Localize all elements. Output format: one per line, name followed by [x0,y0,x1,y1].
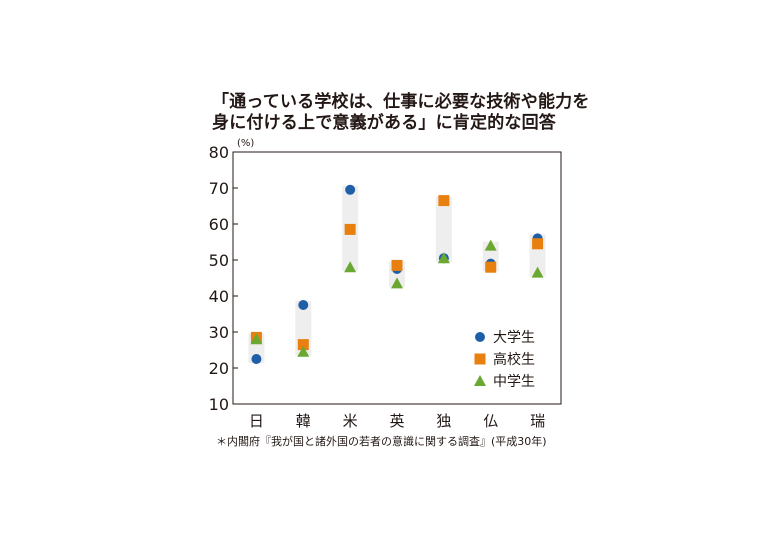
x-category-label-1: 韓 [296,412,311,430]
y-tick-label-50: 50 [209,251,229,270]
y-tick-label-30: 30 [209,323,229,342]
y-tick-label-60: 60 [209,215,229,234]
x-category-label-0: 日 [249,412,264,430]
x-category-label-4: 独 [436,412,451,430]
source-note: ＊内閣府『我が国と諸外国の若者の意識に関する調査』(平成30年) [216,435,547,448]
x-category-label-2: 米 [343,412,358,430]
plot-frame [232,151,562,405]
point-middleschool-3 [391,277,403,289]
legend-marker-middleschool [474,375,486,386]
legend-label-middleschool: 中学生 [493,374,535,390]
point-university-1 [298,300,309,310]
y-tick-label-40: 40 [209,287,229,306]
point-university-2 [345,184,356,195]
point-highschool-1 [297,339,309,351]
chart-title-line-1: 「通っている学校は、仕事に必要な技術や能力を [212,92,590,112]
point-highschool-4 [438,195,450,207]
point-middleschool-2 [344,261,357,273]
y-unit-label: (%) [237,138,254,149]
point-highschool-3 [391,259,403,271]
y-tick-label-80: 80 [209,143,229,162]
legend-label-highschool: 高校生 [493,351,535,368]
point-middleschool-1 [297,345,310,357]
y-tick-label-10: 10 [209,395,229,414]
point-middleschool-5 [484,239,497,251]
point-university-0 [251,354,262,364]
x-category-label-3: 英 [389,412,404,430]
range-band-4 [435,196,452,263]
legend-label-university: 大学生 [493,330,535,346]
legend-marker-university [475,332,485,342]
x-category-label-6: 瑞 [530,412,545,430]
y-tick-label-20: 20 [209,359,229,378]
chart-title-line-2: 身に付ける上で意義がある」に肯定的な回答 [212,113,556,133]
point-highschool-6 [532,238,544,250]
x-category-label-5: 仏 [483,412,498,430]
legend-marker-highschool [474,353,486,365]
point-middleschool-0 [250,333,263,345]
point-middleschool-4 [437,252,450,264]
chart-title: 「通っている学校は、仕事に必要な技術や能力を 身に付ける上で意義がある」に肯定的… [212,92,592,134]
y-tick-label-70: 70 [209,179,229,198]
point-middleschool-6 [531,266,544,278]
point-highschool-2 [344,223,356,235]
point-highschool-5 [485,261,497,273]
